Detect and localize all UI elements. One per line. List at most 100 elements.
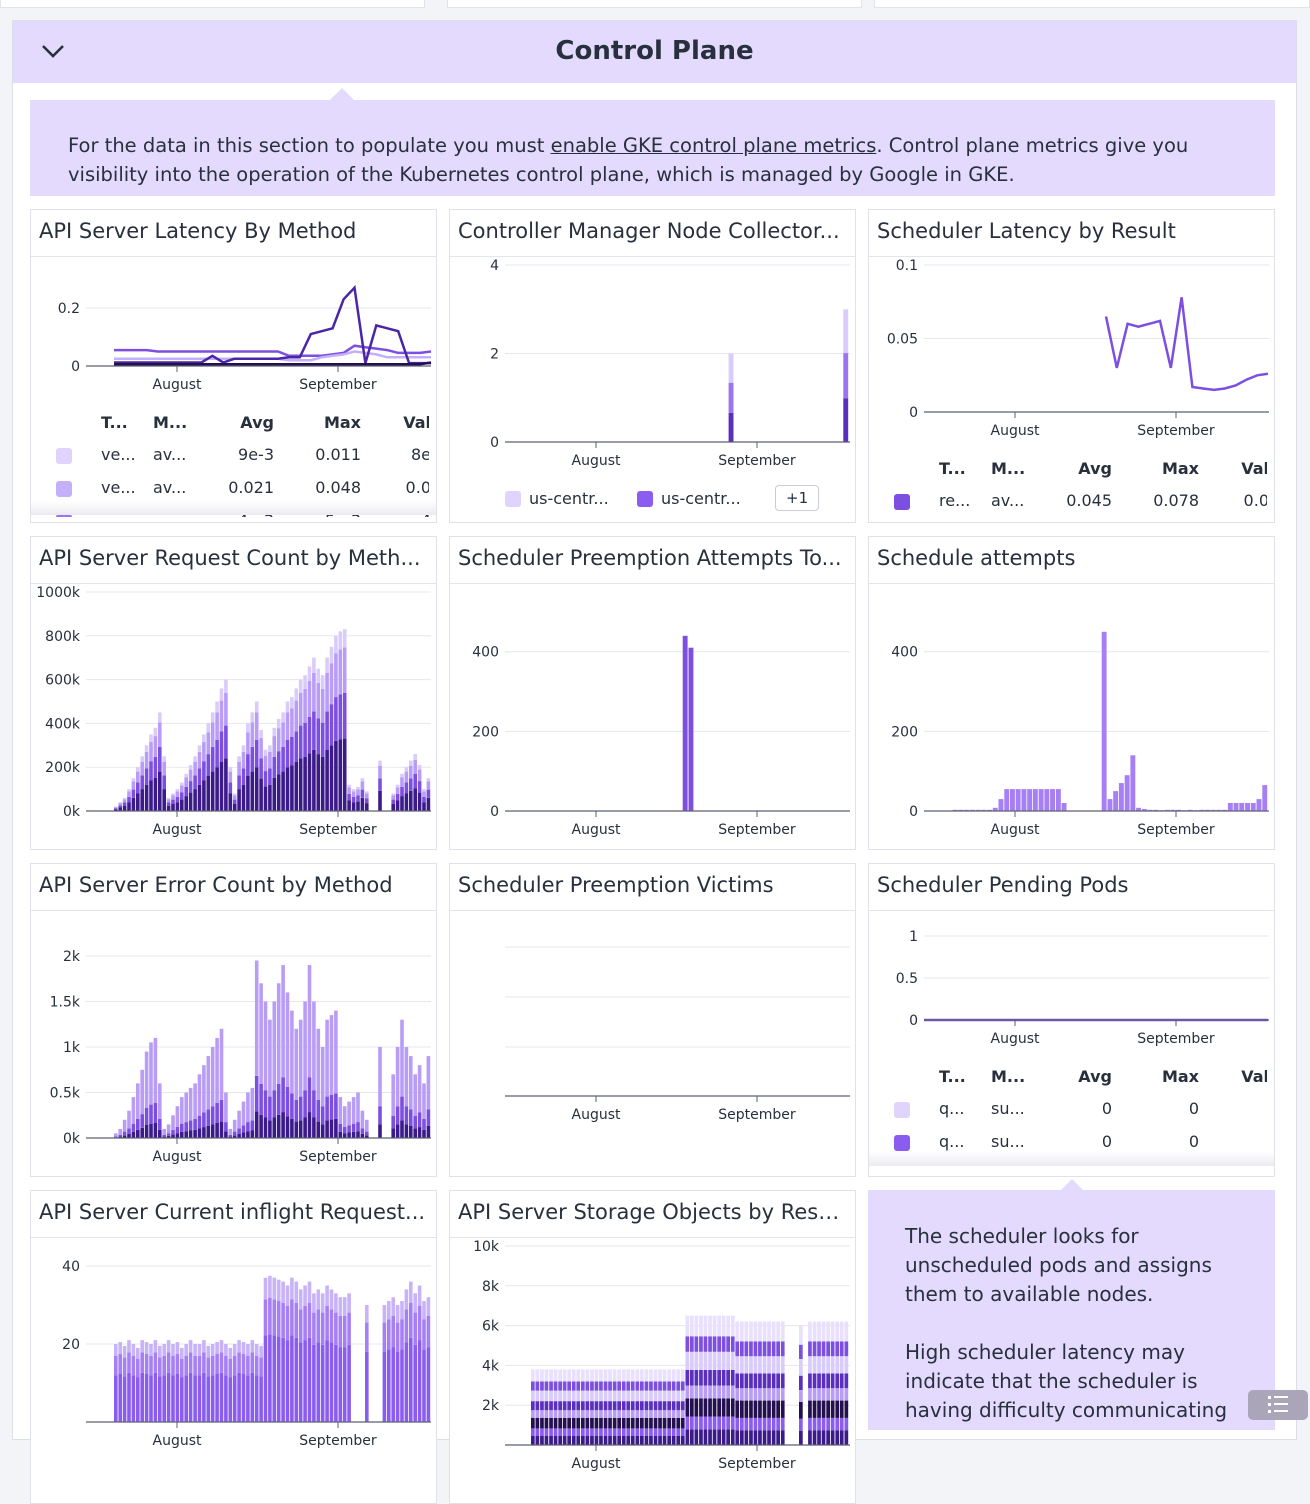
legend-column-header[interactable]: Val xyxy=(1241,1067,1267,1086)
bar-segment xyxy=(184,796,188,811)
bar-segment xyxy=(391,799,395,804)
bar-segment xyxy=(626,1401,631,1411)
chevron-down-icon[interactable] xyxy=(39,39,67,63)
bar-segment xyxy=(118,1134,122,1137)
x-tick-label: September xyxy=(1137,822,1215,838)
legend-column-header[interactable]: Avg xyxy=(240,413,274,432)
legend-chip[interactable]: us-centr... xyxy=(505,489,609,508)
bar-segment xyxy=(118,802,122,804)
bar-segment xyxy=(219,1372,224,1422)
bar-segment xyxy=(303,1117,307,1138)
bar-segment xyxy=(817,1430,821,1445)
legend-row[interactable]: ve... av... 9e-3 0.011 8e xyxy=(31,445,429,469)
legend-column-header[interactable]: T... xyxy=(101,413,128,432)
bar-segment xyxy=(413,1344,417,1422)
legend-column-header[interactable]: Val xyxy=(1241,459,1267,478)
legend-row[interactable]: re... av... 0.045 0.078 0.0 xyxy=(869,491,1267,515)
legend-column-header[interactable]: M... xyxy=(991,1067,1026,1086)
legend-column-header[interactable]: Max xyxy=(323,413,361,432)
bar-segment xyxy=(228,1359,233,1378)
bar-segment xyxy=(303,675,307,689)
bar-segment xyxy=(400,1019,404,1097)
bar-segment xyxy=(149,1355,153,1376)
y-tick-label: 0.2 xyxy=(58,301,80,317)
bar-segment xyxy=(703,1370,708,1386)
bar-segment xyxy=(180,1131,184,1138)
bar-segment xyxy=(342,692,347,739)
bar-segment xyxy=(603,1428,608,1436)
legend-column-header[interactable]: Avg xyxy=(1078,1067,1112,1086)
bar-segment xyxy=(721,1385,726,1399)
bar-segment xyxy=(224,1375,228,1422)
bar-segment xyxy=(567,1410,571,1418)
bar-segment xyxy=(630,1390,635,1402)
bar-segment xyxy=(771,1341,776,1357)
bar-segment xyxy=(144,1107,149,1125)
bar-segment xyxy=(776,1417,780,1431)
bar-segment xyxy=(826,1400,830,1418)
bar-segment xyxy=(544,1401,549,1411)
bar-segment xyxy=(685,1336,690,1352)
section-header[interactable]: Control Plane xyxy=(13,21,1296,83)
legend-column-header[interactable]: Max xyxy=(1161,459,1199,478)
legend-column-header[interactable]: M... xyxy=(153,413,188,432)
legend-row[interactable]: ve... av... 0.021 0.048 0.0 xyxy=(31,478,429,502)
legend-row[interactable]: q... su... 0 0 xyxy=(869,1165,1267,1168)
bar-segment xyxy=(422,791,426,797)
legend-column-header[interactable]: T... xyxy=(939,459,966,478)
bar-segment xyxy=(553,1381,558,1391)
bar-segment xyxy=(215,1037,219,1103)
legend-cell-m: su... xyxy=(991,1165,1025,1168)
bar-segment xyxy=(830,1356,835,1374)
bar-segment xyxy=(224,1092,228,1123)
bar-segment xyxy=(180,792,184,800)
legend-chip[interactable]: us-centr... xyxy=(637,489,741,508)
bar-segment xyxy=(144,784,149,811)
bar-segment xyxy=(726,1370,730,1386)
legend-cell-avg: 0.045 xyxy=(1066,491,1112,510)
bar-segment xyxy=(320,1124,325,1138)
bar-segment xyxy=(776,1341,780,1357)
list-toggle-button[interactable] xyxy=(1248,1390,1308,1420)
bar-segment xyxy=(365,791,369,794)
bar-segment xyxy=(426,797,431,811)
y-tick-label: 6k xyxy=(482,1319,500,1335)
enable-metrics-link[interactable]: enable GKE control plane metrics xyxy=(550,134,877,157)
bar-segment xyxy=(808,1400,812,1418)
y-tick-label: 200 xyxy=(472,724,499,740)
bar-segment xyxy=(303,756,307,811)
bar-segment xyxy=(193,789,197,811)
bar-segment xyxy=(263,771,268,787)
legend-column-header[interactable]: Val xyxy=(403,413,429,432)
bar-segment xyxy=(391,1315,395,1348)
bar-segment xyxy=(312,673,316,712)
bar-segment xyxy=(676,1435,681,1445)
legend-column-header[interactable]: M... xyxy=(991,459,1026,478)
bar-segment xyxy=(140,756,144,762)
legend-column-header[interactable]: Avg xyxy=(1078,459,1112,478)
legend-column-header[interactable]: T... xyxy=(939,1067,966,1086)
bar-segment xyxy=(649,1428,653,1436)
bar-segment xyxy=(400,1120,404,1138)
bar-segment xyxy=(365,1119,369,1132)
bar-segment xyxy=(241,1342,246,1355)
bar-segment xyxy=(303,1306,307,1341)
bar-segment xyxy=(131,789,136,798)
bar-segment xyxy=(621,1369,626,1382)
legend-column-header[interactable]: Max xyxy=(1161,1067,1199,1086)
bar-segment xyxy=(259,730,263,739)
legend-row[interactable]: q... su... 0 0 xyxy=(869,1099,1267,1123)
legend-row[interactable]: q... su... 0 0 xyxy=(869,1132,1267,1156)
previous-panel-fragment xyxy=(0,0,425,8)
bar-segment xyxy=(708,1351,712,1370)
bar-segment xyxy=(685,1370,690,1386)
bar-segment xyxy=(576,1390,581,1402)
legend-cell-m: av... xyxy=(153,445,187,464)
bar-segment xyxy=(206,732,211,755)
title-divider xyxy=(31,1237,436,1238)
bar-segment xyxy=(325,1019,329,1097)
bar-segment xyxy=(268,745,272,752)
bar-segment xyxy=(347,1344,351,1422)
more-series-button[interactable]: +1 xyxy=(775,485,820,511)
bar-segment xyxy=(290,1093,294,1119)
